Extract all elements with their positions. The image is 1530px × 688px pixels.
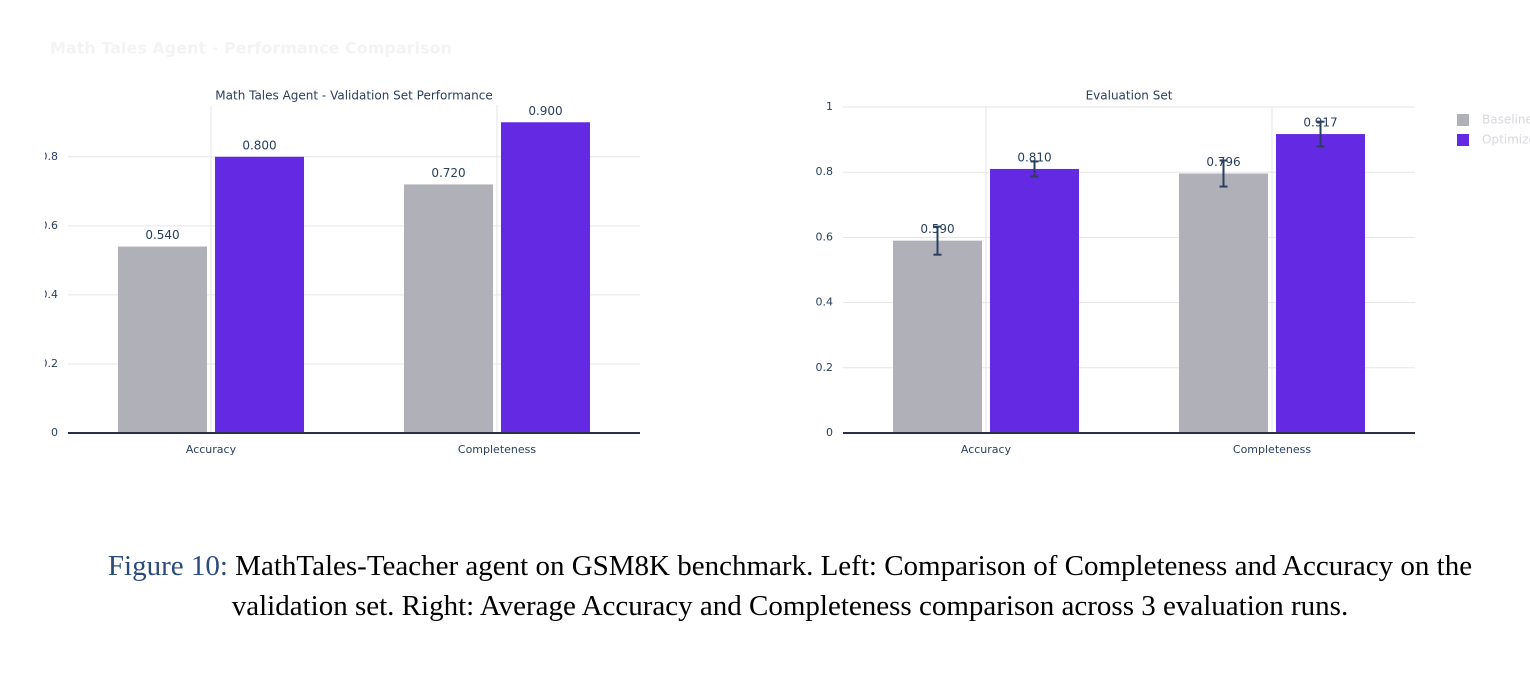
y-tick-label: 0.6 xyxy=(41,219,59,232)
chart: Math Tales Agent - Validation Set Perfor… xyxy=(41,89,640,456)
bar xyxy=(215,156,304,433)
y-axis: 0 0.2 0.4 0.6 0.8 xyxy=(41,150,59,439)
bar xyxy=(1179,173,1268,433)
bar xyxy=(893,240,982,433)
legend-swatch xyxy=(1457,114,1469,126)
x-tick-label: Accuracy xyxy=(186,443,237,456)
x-tick-label: Completeness xyxy=(458,443,536,456)
y-tick-label: 0.6 xyxy=(816,230,834,243)
caption: Figure 10: MathTales-Teacher agent on GS… xyxy=(60,546,1520,626)
caption-label: Figure 10: xyxy=(107,550,228,582)
value-label: 0.900 xyxy=(528,104,562,118)
error-bar xyxy=(1030,160,1039,178)
figure-title: Math Tales Agent - Performance Compariso… xyxy=(50,39,452,58)
chart: Evaluation Set 0 0.2 0.4 0.6 0.8 1 Accuracy Comp… xyxy=(816,89,1530,457)
value-label: 0.810 xyxy=(1017,150,1051,164)
value-label: 0.540 xyxy=(145,228,179,242)
y-axis: 0 0.2 0.4 0.6 0.8 1 xyxy=(816,100,834,439)
value-label: 0.800 xyxy=(242,138,276,152)
y-tick-label: 1 xyxy=(826,100,833,113)
y-tick-label: 0.2 xyxy=(816,361,834,374)
error-bar xyxy=(1316,120,1325,148)
y-tick-label: 0.4 xyxy=(41,288,59,301)
bar xyxy=(1276,134,1365,434)
error-bar xyxy=(933,225,942,256)
legend-label: Baseline xyxy=(1482,113,1530,127)
bar xyxy=(118,246,207,433)
y-tick-label: 0 xyxy=(51,426,58,439)
y-tick-label: 0.8 xyxy=(816,165,834,178)
y-tick-label: 0.8 xyxy=(41,150,59,163)
bar xyxy=(990,168,1079,433)
caption-text: MathTales-Teacher agent on GSM8K benchma… xyxy=(231,550,1473,622)
y-tick-label: 0.4 xyxy=(816,296,834,309)
y-tick-label: 0 xyxy=(826,426,833,439)
value-label: 0.720 xyxy=(431,166,465,180)
legend-label: Optimized xyxy=(1482,133,1530,147)
error-bar xyxy=(1219,159,1228,188)
bar xyxy=(404,184,493,433)
legend-swatch xyxy=(1457,134,1469,146)
chart-title: Evaluation Set xyxy=(1086,89,1173,103)
bar xyxy=(501,122,590,434)
x-tick-label: Completeness xyxy=(1233,443,1311,456)
figure: Math Tales Agent - Performance Compariso… xyxy=(41,39,1530,457)
chart-title: Math Tales Agent - Validation Set Perfor… xyxy=(215,89,492,103)
y-tick-label: 0.2 xyxy=(41,357,59,370)
x-tick-label: Accuracy xyxy=(961,443,1012,456)
